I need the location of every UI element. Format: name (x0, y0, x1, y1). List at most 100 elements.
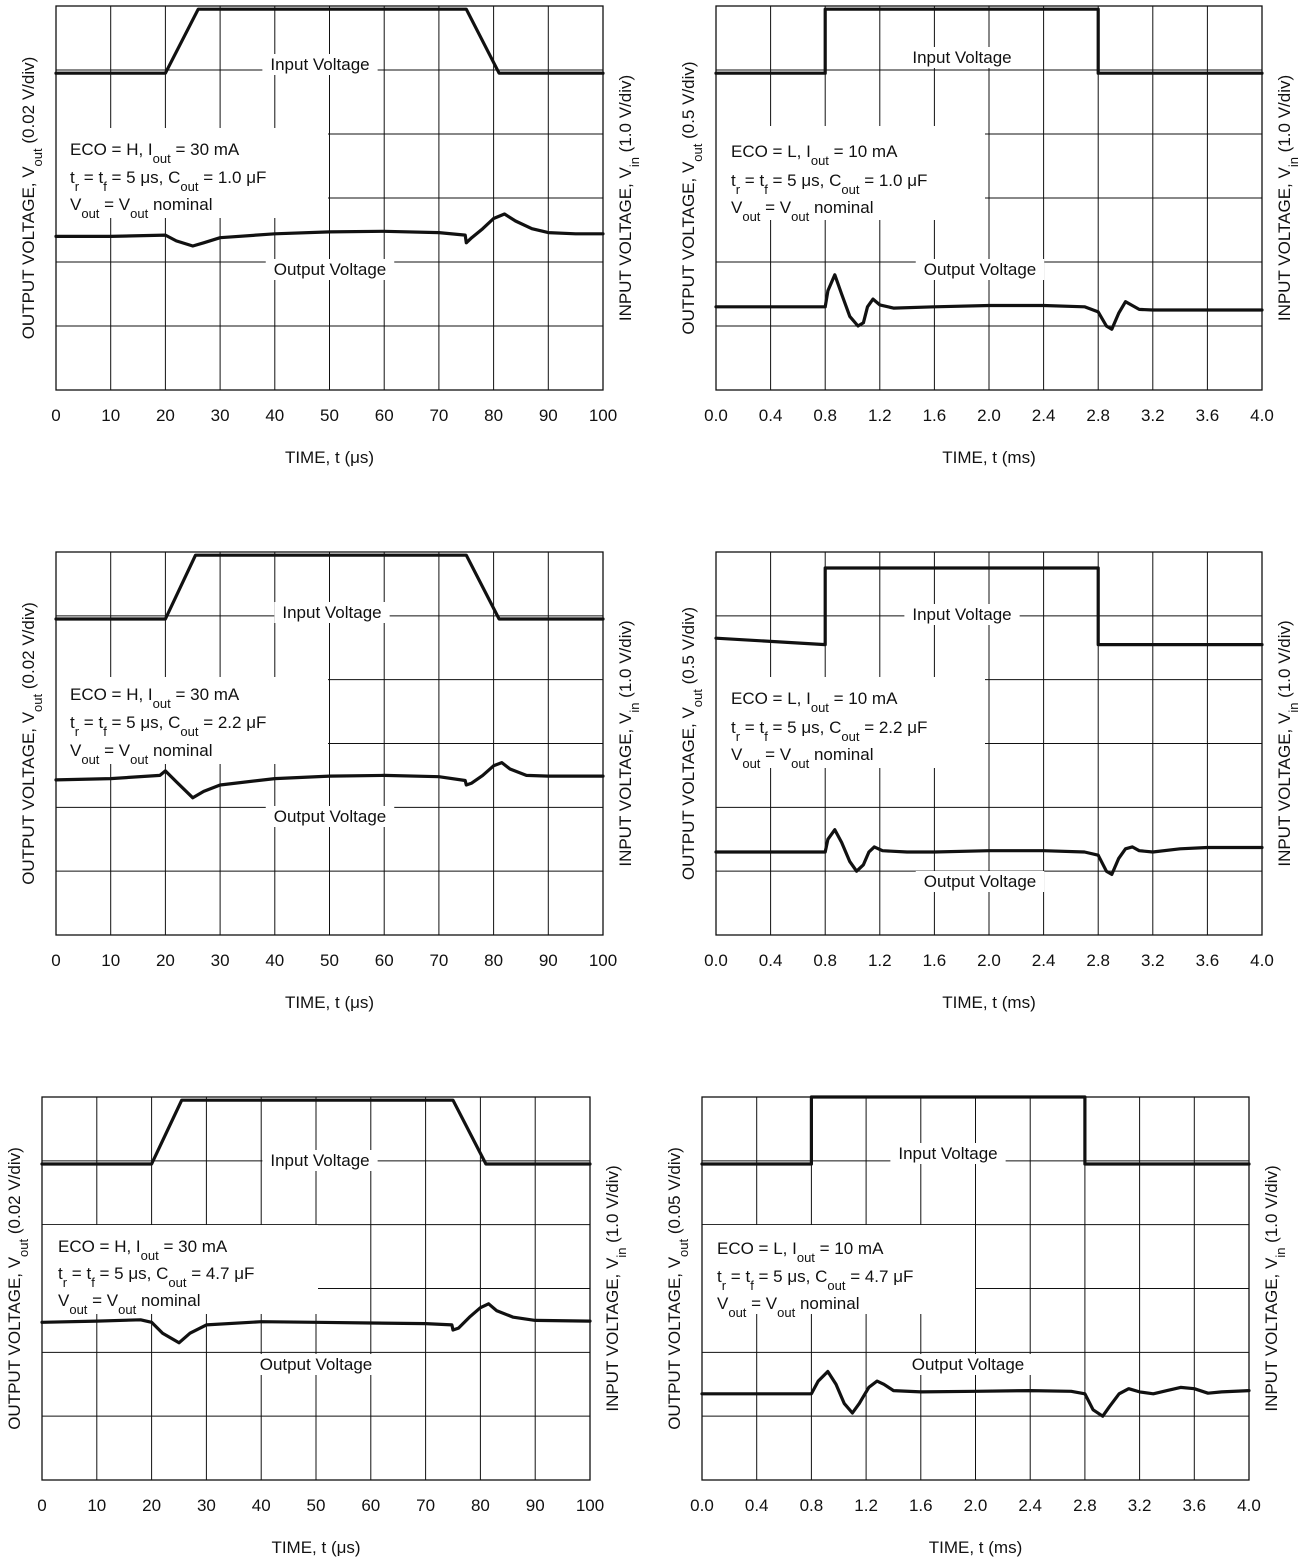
y-axis-label-left: OUTPUT VOLTAGE, Vout (0.5 V/div) (679, 61, 705, 334)
x-tick-label: 0.0 (690, 1496, 714, 1515)
x-tick-label: 4.0 (1250, 951, 1274, 970)
x-tick-label: 90 (539, 406, 558, 425)
y-axis-label-left: OUTPUT VOLTAGE, Vout (0.02 V/div) (5, 1147, 31, 1430)
chart-panel-1: Input Voltage Output Voltage ECO = H, Iout… (19, 5, 642, 467)
x-tick-label: 70 (429, 951, 448, 970)
input-voltage-trace (714, 566, 1264, 647)
label-background (265, 806, 395, 827)
x-tick-label: 2.4 (1018, 1496, 1042, 1515)
x-tick-label: 1.6 (923, 406, 947, 425)
y-axis-label-right: INPUT VOLTAGE, Vin (1.0 V/div) (1262, 1165, 1288, 1411)
input-voltage-trace (54, 553, 605, 621)
condition-line-3: Vout = Vout nominal (731, 198, 873, 224)
plot-frame (41, 1096, 591, 1481)
x-tick-label: 10 (87, 1496, 106, 1515)
y-axis-label-right: INPUT VOLTAGE, Vin (1.0 V/div) (1275, 620, 1301, 866)
input-voltage-trace (714, 7, 1264, 75)
x-tick-label: 0 (51, 951, 60, 970)
x-tick-label: 0 (51, 406, 60, 425)
x-tick-label: 2.4 (1032, 406, 1056, 425)
x-axis-label: TIME, t (μs) (271, 1538, 360, 1557)
x-tick-label: 0.0 (704, 406, 728, 425)
input-voltage-label: Input Voltage (282, 603, 381, 622)
annotation-box (716, 677, 985, 768)
x-tick-label: 20 (156, 951, 175, 970)
condition-line-3: Vout = Vout nominal (70, 741, 212, 767)
label-background (915, 259, 1045, 280)
x-tick-label: 3.6 (1196, 951, 1220, 970)
condition-line-1: ECO = L, Iout = 10 mA (717, 1239, 884, 1265)
x-tick-label: 4.0 (1250, 406, 1274, 425)
x-tick-label: 2.0 (977, 406, 1001, 425)
input-voltage-label: Input Voltage (898, 1144, 997, 1163)
condition-line-3: Vout = Vout nominal (58, 1291, 200, 1317)
annotation-box (42, 1225, 318, 1314)
label-background (904, 47, 1020, 68)
x-tick-label: 20 (156, 406, 175, 425)
plot-frame (715, 551, 1263, 936)
x-tick-label: 3.2 (1128, 1496, 1152, 1515)
output-voltage-label: Output Voltage (924, 872, 1036, 891)
input-voltage-label: Input Voltage (912, 48, 1011, 67)
plot-frame (55, 551, 604, 936)
x-tick-label: 3.2 (1141, 951, 1165, 970)
condition-line-2: tr = tf = 5 μs, Cout = 2.2 μF (70, 713, 266, 739)
x-tick-label: 0.4 (759, 951, 783, 970)
x-axis-label: TIME, t (ms) (942, 993, 1035, 1012)
y-axis-label-left: OUTPUT VOLTAGE, Vout (0.5 V/div) (679, 607, 705, 880)
label-background (915, 871, 1045, 892)
x-tick-label: 30 (211, 406, 230, 425)
annotation-box (702, 1225, 975, 1314)
x-tick-label: 40 (252, 1496, 271, 1515)
x-tick-label: 0 (37, 1496, 46, 1515)
y-axis-label-left: OUTPUT VOLTAGE, Vout (0.05 V/div) (665, 1147, 691, 1430)
condition-line-2: tr = tf = 5 μs, Cout = 4.7 μF (717, 1267, 913, 1293)
x-tick-label: 50 (307, 1496, 326, 1515)
condition-line-3: Vout = Vout nominal (717, 1294, 859, 1320)
x-tick-label: 60 (375, 951, 394, 970)
x-axis-label: TIME, t (ms) (929, 1538, 1022, 1557)
input-voltage-label: Input Voltage (270, 55, 369, 74)
x-tick-label: 2.0 (964, 1496, 988, 1515)
y-axis-label-right: INPUT VOLTAGE, Vin (1.0 V/div) (603, 1165, 629, 1411)
output-voltage-trace (54, 212, 605, 248)
condition-line-1: ECO = H, Iout = 30 mA (58, 1237, 228, 1263)
condition-line-1: ECO = H, Iout = 30 mA (70, 140, 240, 166)
x-tick-label: 0.4 (759, 406, 783, 425)
chart-panel-5: Input Voltage Output Voltage ECO = H, Iout… (5, 1096, 629, 1557)
output-voltage-label: Output Voltage (274, 807, 386, 826)
x-tick-label: 50 (320, 951, 339, 970)
x-tick-label: 1.2 (868, 951, 892, 970)
condition-line-3: Vout = Vout nominal (731, 745, 873, 771)
annotation-box (56, 128, 328, 218)
x-tick-label: 90 (526, 1496, 545, 1515)
condition-line-1: ECO = L, Iout = 10 mA (731, 142, 898, 168)
label-background (265, 259, 395, 280)
x-axis-label: TIME, t (μs) (285, 448, 374, 467)
condition-line-3: Vout = Vout nominal (70, 195, 212, 221)
label-background (262, 54, 378, 75)
annotation-box (56, 677, 328, 764)
x-tick-label: 3.2 (1141, 406, 1165, 425)
x-tick-label: 10 (101, 406, 120, 425)
y-axis-label-right: INPUT VOLTAGE, Vin (1.0 V/div) (1275, 75, 1301, 321)
label-background (903, 1354, 1033, 1375)
x-tick-label: 40 (265, 406, 284, 425)
output-voltage-label: Output Voltage (260, 1355, 372, 1374)
x-axis-label: TIME, t (μs) (285, 993, 374, 1012)
plot-frame (715, 5, 1263, 391)
x-tick-label: 1.6 (923, 951, 947, 970)
x-tick-label: 80 (484, 951, 503, 970)
x-tick-label: 30 (197, 1496, 216, 1515)
chart-panel-2: Input Voltage Output Voltage ECO = L, Iout… (679, 5, 1301, 467)
input-voltage-label: Input Voltage (912, 605, 1011, 624)
x-tick-label: 2.0 (977, 951, 1001, 970)
x-tick-label: 50 (320, 406, 339, 425)
x-tick-label: 100 (589, 406, 617, 425)
x-tick-label: 0.4 (745, 1496, 769, 1515)
x-tick-label: 4.0 (1237, 1496, 1261, 1515)
condition-line-2: tr = tf = 5 μs, Cout = 1.0 μF (70, 168, 266, 194)
condition-line-2: tr = tf = 5 μs, Cout = 4.7 μF (58, 1264, 254, 1290)
x-tick-label: 30 (211, 951, 230, 970)
condition-line-1: ECO = L, Iout = 10 mA (731, 689, 898, 715)
